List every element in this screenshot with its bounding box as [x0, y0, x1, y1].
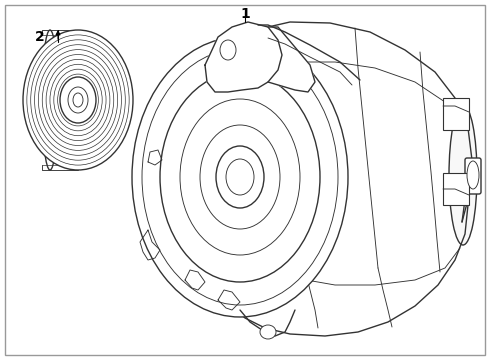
Ellipse shape [226, 159, 254, 195]
Bar [443, 98, 469, 130]
Text: 1: 1 [240, 7, 250, 21]
Ellipse shape [23, 30, 133, 170]
Ellipse shape [160, 72, 320, 282]
Ellipse shape [180, 99, 300, 255]
Polygon shape [205, 22, 282, 92]
Bar [443, 173, 469, 205]
Ellipse shape [200, 125, 280, 229]
Ellipse shape [216, 146, 264, 208]
FancyBboxPatch shape [465, 158, 481, 194]
Polygon shape [268, 27, 315, 92]
Ellipse shape [220, 40, 236, 60]
Text: 2: 2 [35, 30, 45, 44]
Ellipse shape [449, 105, 477, 245]
Ellipse shape [260, 325, 276, 339]
Ellipse shape [73, 93, 83, 107]
Ellipse shape [42, 30, 58, 170]
Ellipse shape [60, 77, 96, 123]
Ellipse shape [467, 161, 479, 189]
Polygon shape [230, 22, 472, 336]
Ellipse shape [68, 87, 88, 113]
Ellipse shape [132, 37, 348, 317]
